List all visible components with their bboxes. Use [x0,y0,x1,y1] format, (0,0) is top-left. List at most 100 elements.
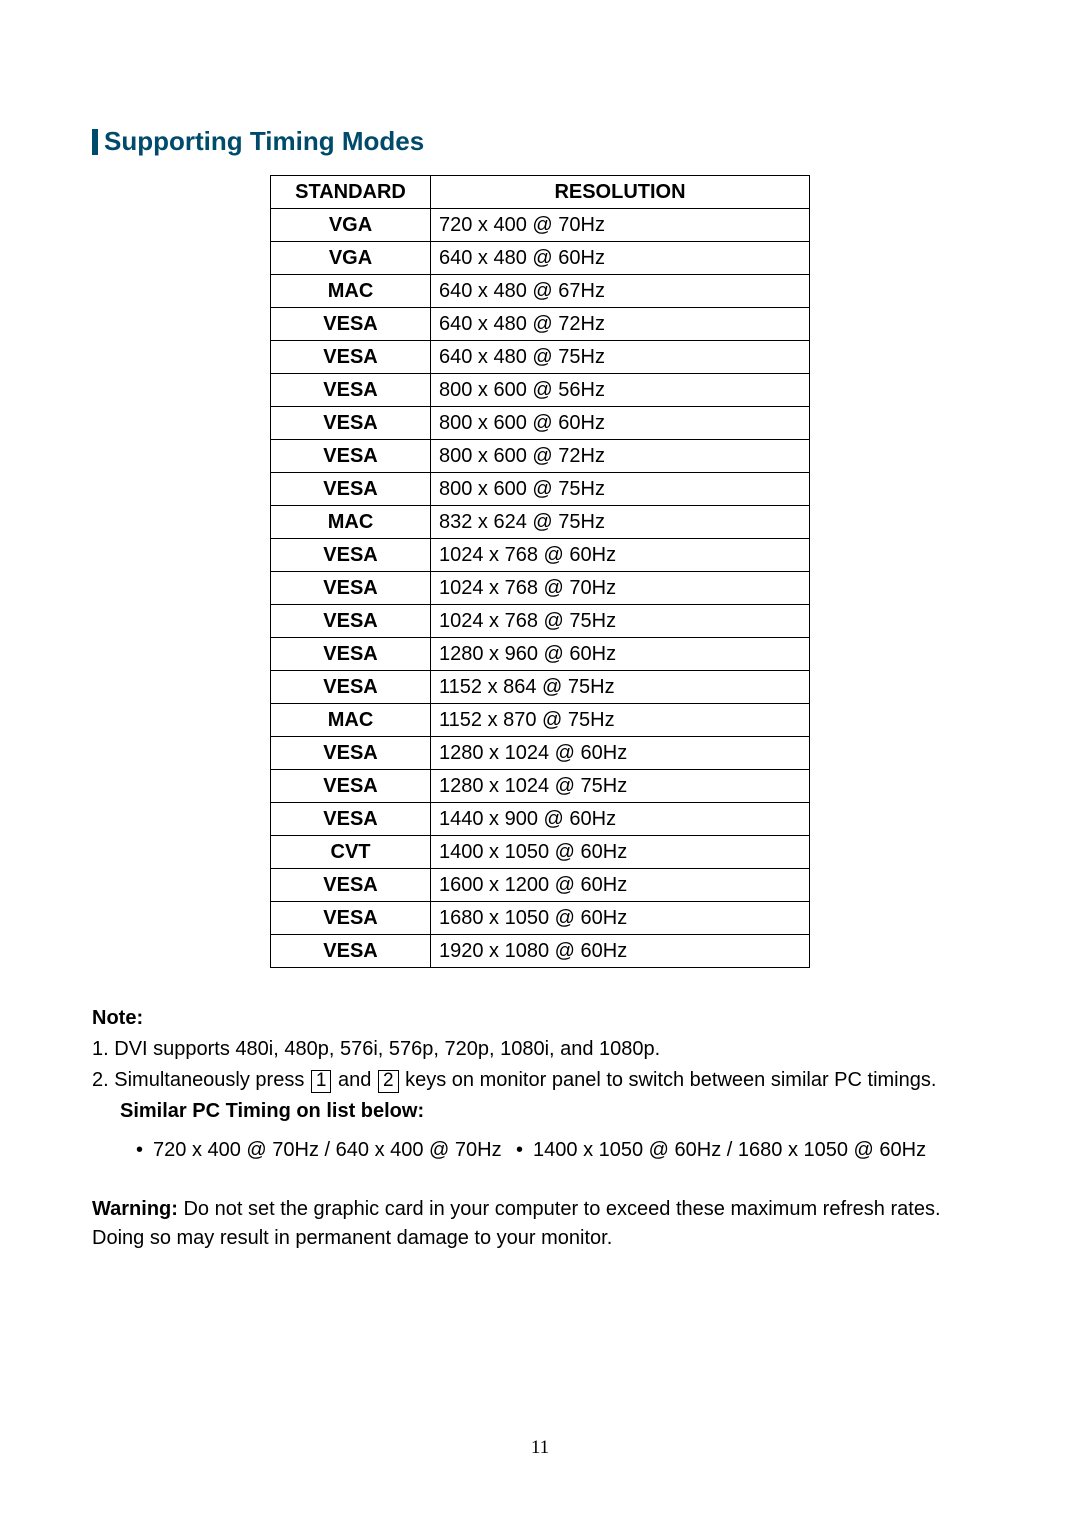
warning-text: Do not set the graphic card in your comp… [92,1198,941,1249]
heading-accent-bar [92,129,98,155]
cell-resolution: 1280 x 1024 @ 75Hz [431,770,810,803]
cell-resolution: 720 x 400 @ 70Hz [431,209,810,242]
table-row: VESA1024 x 768 @ 75Hz [271,605,810,638]
bullet-right-col: • 1400 x 1050 @ 60Hz / 1680 x 1050 @ 60H… [516,1136,926,1165]
table-row: VESA800 x 600 @ 75Hz [271,473,810,506]
similar-timing-heading: Similar PC Timing on list below: [120,1097,988,1126]
cell-resolution: 832 x 624 @ 75Hz [431,506,810,539]
table-row: VESA1152 x 864 @ 75Hz [271,671,810,704]
cell-resolution: 800 x 600 @ 75Hz [431,473,810,506]
cell-resolution: 640 x 480 @ 72Hz [431,308,810,341]
cell-standard: VESA [271,869,431,902]
cell-standard: VESA [271,374,431,407]
cell-resolution: 1152 x 870 @ 75Hz [431,704,810,737]
table-row: VESA1024 x 768 @ 70Hz [271,572,810,605]
cell-standard: VGA [271,242,431,275]
table-row: VESA1280 x 1024 @ 60Hz [271,737,810,770]
note-2-text-b: and [332,1069,376,1091]
table-row: VGA640 x 480 @ 60Hz [271,242,810,275]
cell-standard: VESA [271,803,431,836]
cell-resolution: 1152 x 864 @ 75Hz [431,671,810,704]
bullet-right-text: 1400 x 1050 @ 60Hz / 1680 x 1050 @ 60Hz [533,1136,926,1165]
bullet-icon: • [136,1136,143,1165]
table-row: VESA1440 x 900 @ 60Hz [271,803,810,836]
table-row: VESA1280 x 1024 @ 75Hz [271,770,810,803]
col-header-standard: STANDARD [271,176,431,209]
note-item-1: 1. DVI supports 480i, 480p, 576i, 576p, … [92,1035,988,1064]
cell-resolution: 640 x 480 @ 60Hz [431,242,810,275]
cell-resolution: 1920 x 1080 @ 60Hz [431,935,810,968]
table-row: MAC640 x 480 @ 67Hz [271,275,810,308]
table-row: VESA800 x 600 @ 72Hz [271,440,810,473]
cell-standard: VESA [271,605,431,638]
cell-resolution: 1680 x 1050 @ 60Hz [431,902,810,935]
cell-standard: VESA [271,539,431,572]
cell-resolution: 800 x 600 @ 56Hz [431,374,810,407]
table-row: VESA1280 x 960 @ 60Hz [271,638,810,671]
cell-standard: VESA [271,737,431,770]
table-row: VESA640 x 480 @ 75Hz [271,341,810,374]
cell-standard: VESA [271,638,431,671]
table-row: VESA800 x 600 @ 56Hz [271,374,810,407]
warning-label: Warning: [92,1198,178,1220]
cell-standard: VESA [271,407,431,440]
table-row: CVT1400 x 1050 @ 60Hz [271,836,810,869]
section-heading: Supporting Timing Modes [92,126,988,157]
cell-resolution: 1440 x 900 @ 60Hz [431,803,810,836]
cell-standard: VESA [271,935,431,968]
note-1-prefix: 1. [92,1038,114,1060]
cell-standard: VESA [271,671,431,704]
table-row: VESA1600 x 1200 @ 60Hz [271,869,810,902]
cell-resolution: 640 x 480 @ 67Hz [431,275,810,308]
note-2-text-a: Simultaneously press [114,1069,310,1091]
cell-resolution: 800 x 600 @ 60Hz [431,407,810,440]
table-row: VESA1024 x 768 @ 60Hz [271,539,810,572]
table-row: VESA640 x 480 @ 72Hz [271,308,810,341]
cell-resolution: 1280 x 1024 @ 60Hz [431,737,810,770]
cell-standard: VESA [271,572,431,605]
timing-table: STANDARD RESOLUTION VGA720 x 400 @ 70HzV… [270,175,810,968]
cell-standard: VESA [271,473,431,506]
page-number: 11 [0,1437,1080,1459]
note-1-text: DVI supports 480i, 480p, 576i, 576p, 720… [114,1038,660,1060]
cell-standard: VESA [271,308,431,341]
cell-resolution: 1400 x 1050 @ 60Hz [431,836,810,869]
cell-standard: VESA [271,770,431,803]
cell-resolution: 1024 x 768 @ 60Hz [431,539,810,572]
note-item-2: 2. Simultaneously press 1 and 2 keys on … [92,1066,988,1095]
table-header-row: STANDARD RESOLUTION [271,176,810,209]
cell-resolution: 640 x 480 @ 75Hz [431,341,810,374]
bullet-left-col: • 720 x 400 @ 70Hz / 640 x 400 @ 70Hz [136,1136,516,1165]
cell-resolution: 1600 x 1200 @ 60Hz [431,869,810,902]
similar-timing-bullets: • 720 x 400 @ 70Hz / 640 x 400 @ 70Hz • … [136,1136,988,1165]
heading-text: Supporting Timing Modes [104,126,424,157]
warning-paragraph: Warning: Do not set the graphic card in … [92,1195,988,1253]
keycap-2: 2 [378,1070,399,1093]
table-row: VESA1680 x 1050 @ 60Hz [271,902,810,935]
cell-standard: VESA [271,341,431,374]
cell-resolution: 1024 x 768 @ 70Hz [431,572,810,605]
cell-standard: MAC [271,506,431,539]
note-2-prefix: 2. [92,1069,114,1091]
table-row: VESA800 x 600 @ 60Hz [271,407,810,440]
cell-resolution: 800 x 600 @ 72Hz [431,440,810,473]
page: Supporting Timing Modes STANDARD RESOLUT… [0,0,1080,1527]
table-row: VESA1920 x 1080 @ 60Hz [271,935,810,968]
timing-table-wrap: STANDARD RESOLUTION VGA720 x 400 @ 70HzV… [92,175,988,968]
keycap-1: 1 [311,1070,332,1093]
table-row: MAC832 x 624 @ 75Hz [271,506,810,539]
cell-standard: VGA [271,209,431,242]
col-header-resolution: RESOLUTION [431,176,810,209]
cell-standard: CVT [271,836,431,869]
cell-standard: MAC [271,275,431,308]
table-row: VGA720 x 400 @ 70Hz [271,209,810,242]
bullet-left-text: 720 x 400 @ 70Hz / 640 x 400 @ 70Hz [153,1136,502,1165]
cell-standard: VESA [271,902,431,935]
cell-standard: MAC [271,704,431,737]
cell-resolution: 1280 x 960 @ 60Hz [431,638,810,671]
cell-resolution: 1024 x 768 @ 75Hz [431,605,810,638]
table-row: MAC1152 x 870 @ 75Hz [271,704,810,737]
note-2-text-c: keys on monitor panel to switch between … [400,1069,937,1091]
notes-section: Note: 1. DVI supports 480i, 480p, 576i, … [92,1004,988,1165]
note-label: Note: [92,1004,988,1033]
